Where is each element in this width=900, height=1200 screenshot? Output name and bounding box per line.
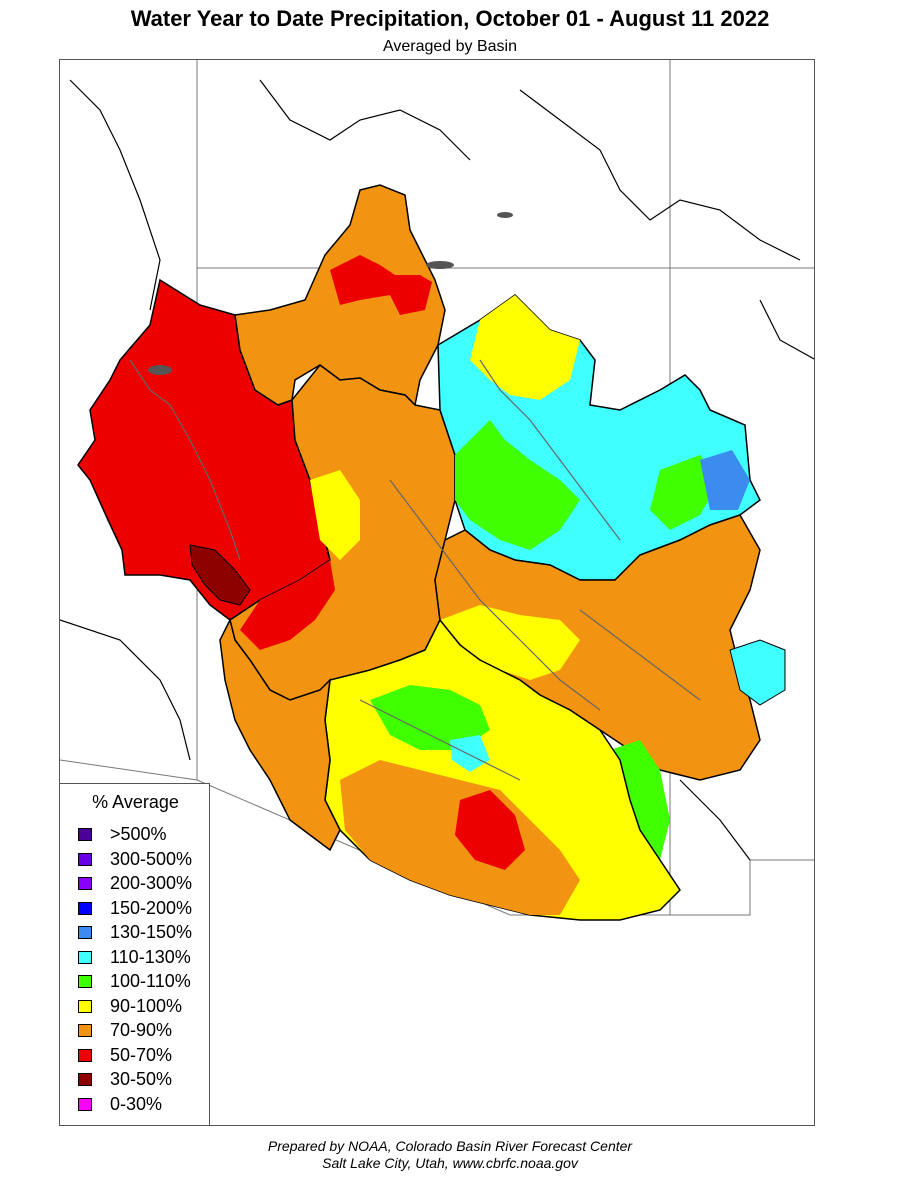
legend-panel: % Average >500% 300-500% 200-300% 150-200% 1… xyxy=(59,783,210,1126)
lakes xyxy=(148,212,513,375)
region-central-red-patches xyxy=(240,560,335,650)
legend-item: 150-200% xyxy=(78,898,208,920)
region-northeast-green-east xyxy=(650,455,720,530)
legend-label: >500% xyxy=(110,824,167,844)
legend-swatch xyxy=(78,828,92,841)
basin-map-svg xyxy=(60,60,814,921)
region-lower-colorado-orange xyxy=(219,617,341,852)
legend-swatch xyxy=(78,975,92,988)
legend-item: 130-150% xyxy=(78,922,208,944)
legend-label: 200-300% xyxy=(110,873,193,893)
legend-label: 150-200% xyxy=(110,897,193,918)
legend-item: 90-100% xyxy=(78,996,208,1018)
legend-swatch xyxy=(78,1048,92,1062)
legend-label: 30-50% xyxy=(110,1069,173,1089)
legend-swatch xyxy=(78,877,92,890)
legend-swatch xyxy=(78,1073,92,1086)
legend-item: 110-130% xyxy=(78,947,208,969)
legend-label: 110-130% xyxy=(110,946,191,967)
legend-swatch xyxy=(78,1024,92,1037)
legend-swatch xyxy=(78,926,92,939)
legend-item: 50-70% xyxy=(78,1045,208,1067)
legend-item: 100-110% xyxy=(78,971,208,993)
rivers xyxy=(129,359,701,781)
legend-swatch xyxy=(78,901,92,915)
legend-title: % Average xyxy=(92,792,179,812)
region-san-juan-green xyxy=(610,740,670,860)
region-san-juan-yellow xyxy=(440,605,580,680)
legend-item: 300-500% xyxy=(78,849,208,871)
credit-line-2: Salt Lake City, Utah, www.cbrfc.noaa.gov xyxy=(322,1155,578,1171)
legend-swatch xyxy=(78,1097,92,1111)
region-dark-red-basin xyxy=(189,544,251,606)
basin-map xyxy=(59,59,815,1126)
legend-label: 50-70% xyxy=(110,1044,173,1065)
region-san-juan-cyan xyxy=(729,639,786,706)
legend-item: 70-90% xyxy=(78,1020,208,1042)
white-basin-outlines xyxy=(60,79,814,861)
region-northeast-blue xyxy=(700,450,750,510)
region-southern-arizona-red xyxy=(455,790,525,870)
legend-item: 0-30% xyxy=(78,1094,208,1116)
legend-label: 0-30% xyxy=(110,1093,163,1114)
credit-line-1: Prepared by NOAA, Colorado Basin River F… xyxy=(267,1138,633,1154)
legend-label: 100-110% xyxy=(110,971,191,991)
region-northeast-green xyxy=(455,420,580,550)
legend-label: 130-150% xyxy=(110,922,193,942)
region-northeast-yellow xyxy=(470,295,580,400)
legend-label: 90-100% xyxy=(110,995,183,1016)
region-central-yellow xyxy=(310,470,360,560)
legend-item: 200-300% xyxy=(78,873,208,895)
legend-swatch xyxy=(78,999,92,1013)
legend-label: 70-90% xyxy=(110,1020,173,1040)
legend-swatch xyxy=(78,950,92,964)
legend-item: 30-50% xyxy=(78,1069,208,1091)
region-utah-red-patches xyxy=(330,255,432,315)
region-southern-arizona-green xyxy=(370,685,490,750)
legend-item: >500% xyxy=(78,824,208,846)
legend-label: 300-500% xyxy=(110,848,193,869)
region-southern-arizona-cyan xyxy=(450,735,490,772)
legend-swatch xyxy=(78,852,92,866)
map-subtitle: Averaged by Basin xyxy=(382,38,517,55)
map-title: Water Year to Date Precipitation, Octobe… xyxy=(130,6,770,31)
